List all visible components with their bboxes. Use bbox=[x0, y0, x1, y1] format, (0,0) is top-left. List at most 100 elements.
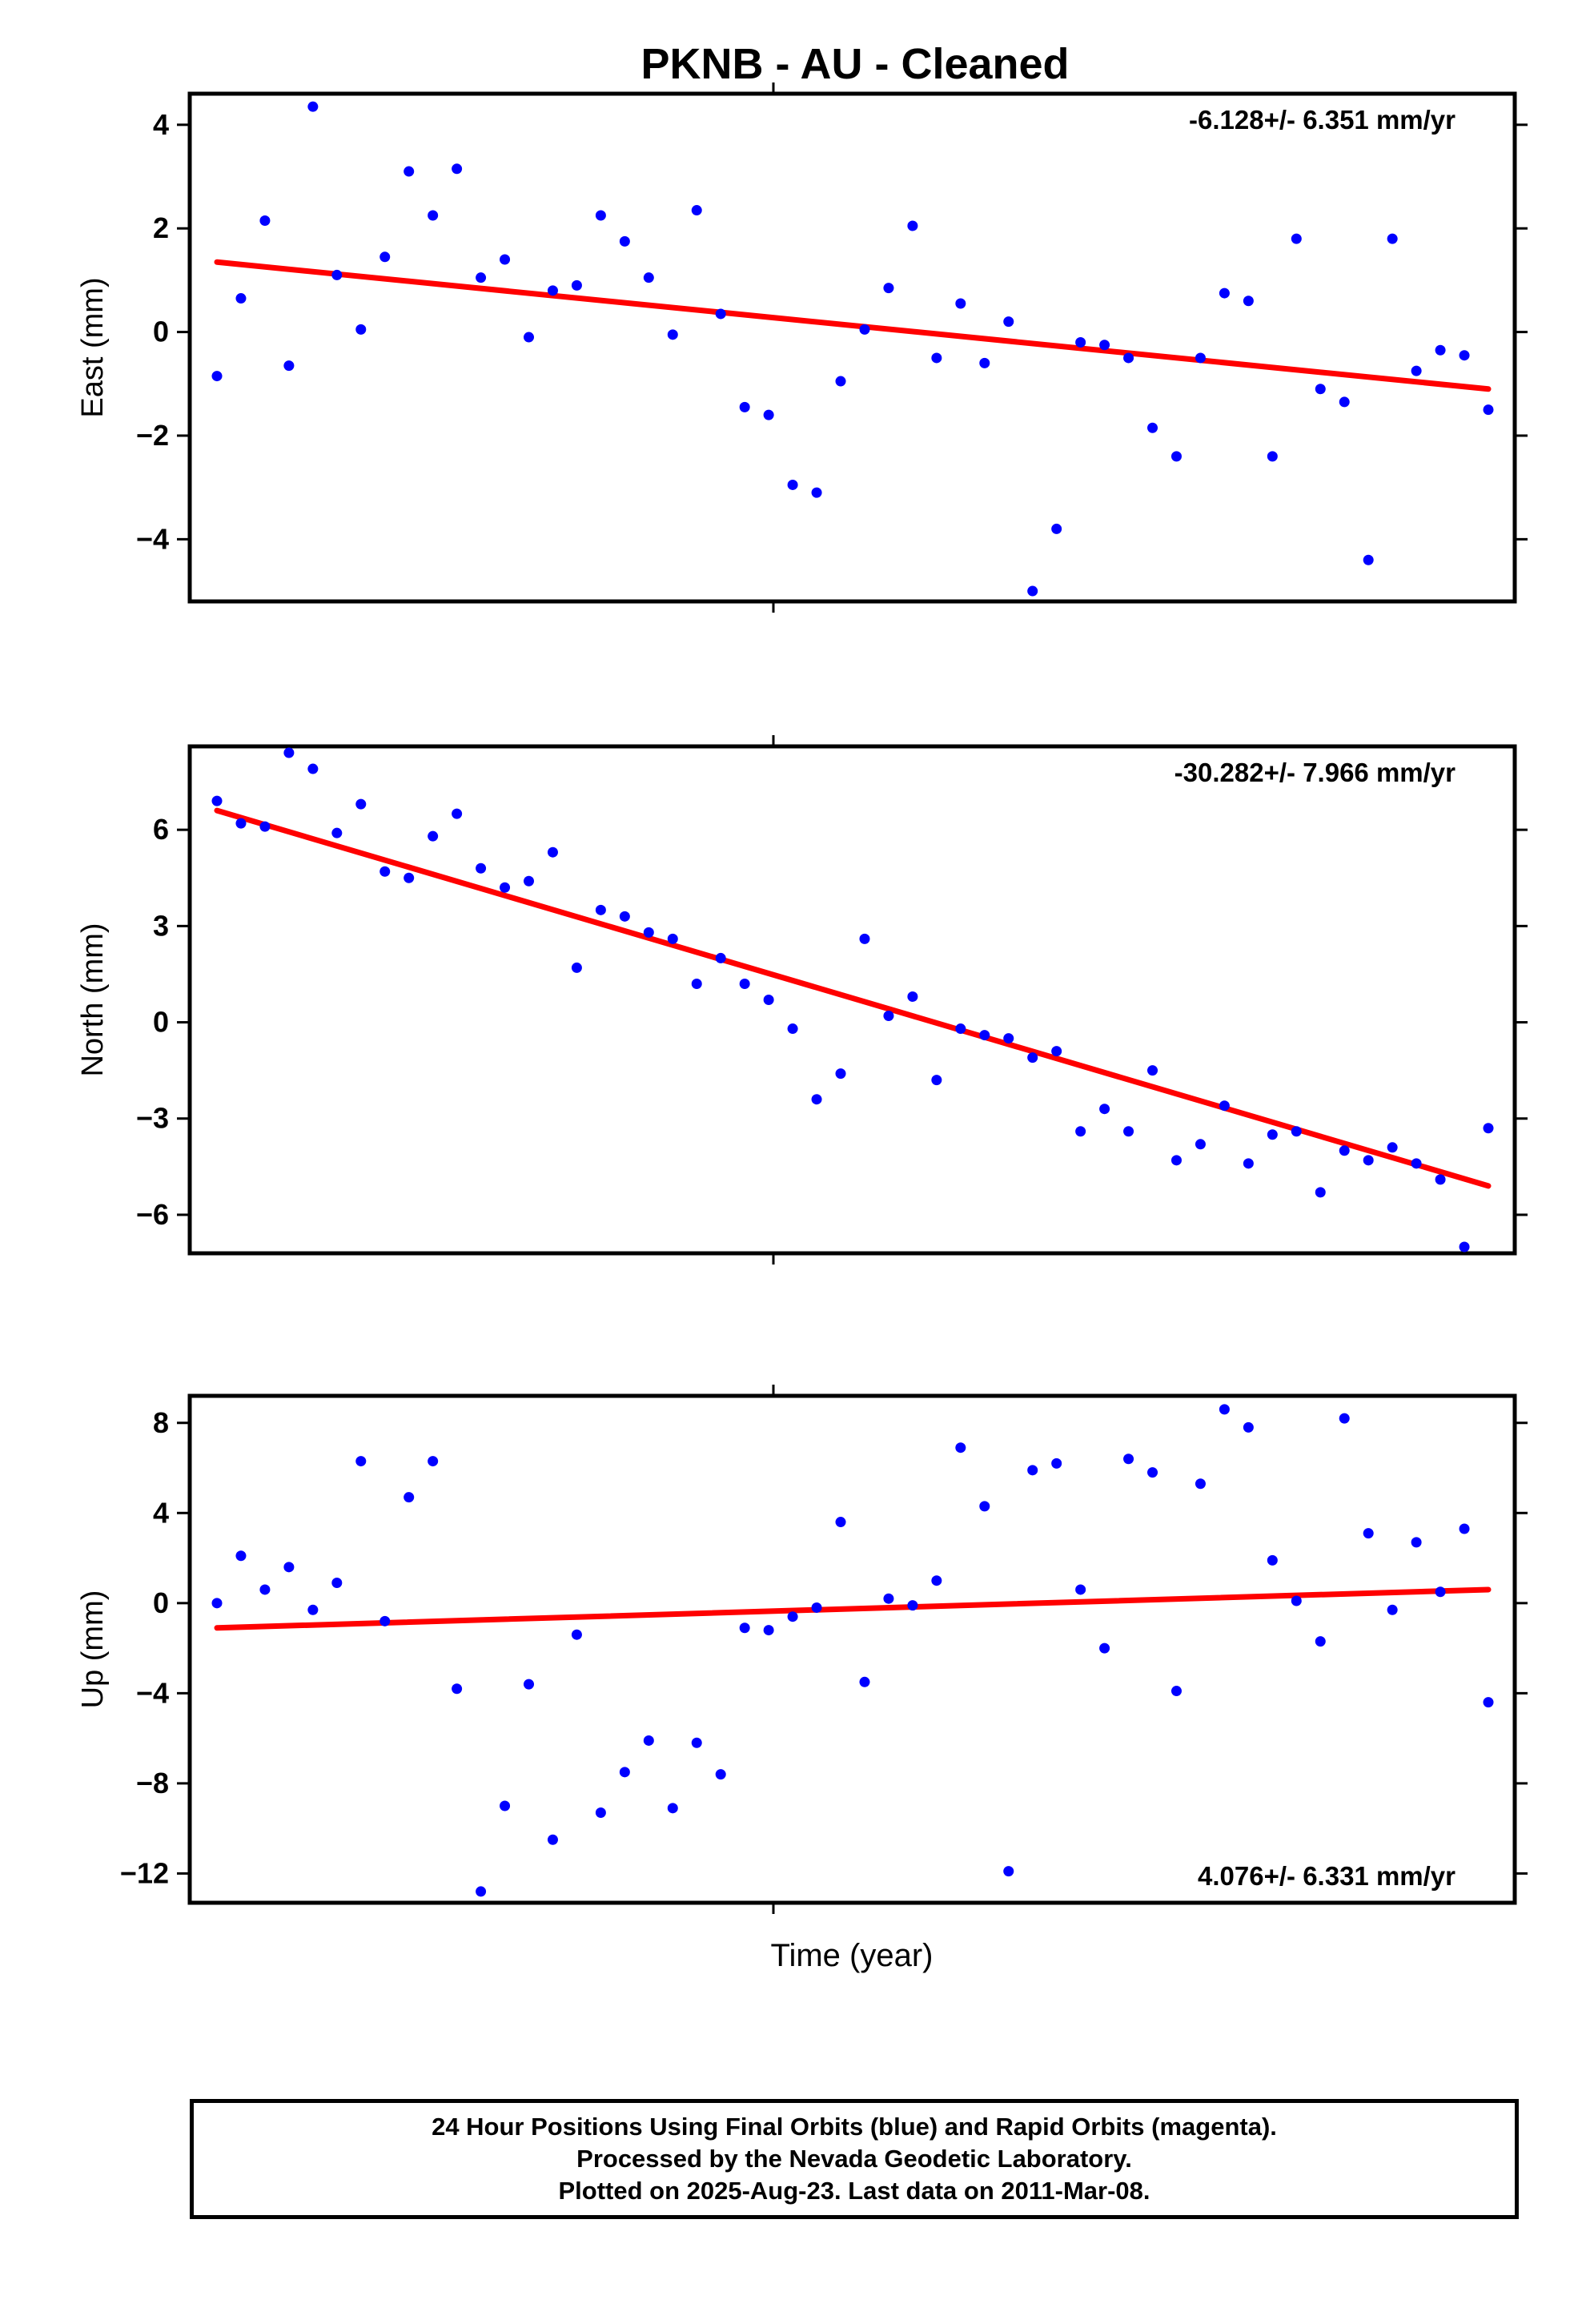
north-data-point bbox=[1267, 1129, 1278, 1140]
north-data-point bbox=[1003, 1033, 1014, 1044]
east-data-point bbox=[667, 329, 678, 340]
east-data-point bbox=[452, 163, 463, 175]
north-data-point bbox=[979, 1030, 990, 1041]
north-data-point bbox=[667, 933, 678, 944]
up-ytick-label: −8 bbox=[136, 1767, 169, 1799]
up-data-point bbox=[1195, 1478, 1206, 1490]
east-data-point bbox=[835, 376, 846, 387]
up-data-point bbox=[979, 1501, 990, 1512]
east-data-point bbox=[428, 210, 439, 221]
up-data-point bbox=[1170, 1686, 1182, 1697]
east-data-point bbox=[1147, 422, 1158, 433]
up-data-point bbox=[619, 1767, 630, 1778]
east-data-point bbox=[691, 205, 702, 216]
up-data-point bbox=[859, 1676, 870, 1687]
north-data-point bbox=[1123, 1126, 1134, 1137]
north-data-point bbox=[547, 846, 558, 858]
north-data-point bbox=[1339, 1145, 1350, 1156]
up-data-point bbox=[1387, 1604, 1398, 1615]
north-ytick-label: 3 bbox=[153, 909, 169, 942]
up-data-point bbox=[355, 1456, 367, 1467]
north-data-point bbox=[235, 818, 247, 829]
up-ytick-label: 8 bbox=[153, 1406, 169, 1439]
east-data-point bbox=[739, 401, 750, 412]
up-data-point bbox=[835, 1517, 846, 1528]
up-data-point bbox=[1099, 1642, 1110, 1654]
up-data-point bbox=[1459, 1523, 1470, 1534]
north-data-point bbox=[1027, 1052, 1038, 1063]
up-data-point bbox=[524, 1679, 535, 1690]
north-data-point bbox=[787, 1023, 798, 1035]
footer-line-processed: Processed by the Nevada Geodetic Laborat… bbox=[576, 2145, 1132, 2173]
footer-box: 24 Hour Positions Using Final Orbits (bl… bbox=[190, 2099, 1519, 2219]
east-data-point bbox=[404, 166, 415, 177]
north-data-point bbox=[500, 882, 511, 893]
up-data-point bbox=[211, 1598, 223, 1609]
north-data-point bbox=[1387, 1142, 1398, 1153]
east-data-point bbox=[331, 269, 343, 280]
east-data-point bbox=[811, 487, 822, 498]
up-ytick-label: 0 bbox=[153, 1586, 169, 1619]
north-frame bbox=[187, 744, 1517, 1256]
east-ytick-label: 2 bbox=[153, 211, 169, 244]
north-ytick-label: 0 bbox=[153, 1006, 169, 1039]
east-frame bbox=[187, 91, 1517, 604]
up-data-point bbox=[571, 1629, 582, 1640]
north-data-point bbox=[931, 1075, 942, 1086]
north-data-point bbox=[811, 1094, 822, 1105]
north-data-point bbox=[476, 862, 487, 874]
up-ytick-label: −4 bbox=[136, 1676, 169, 1709]
x-axis-label: Time (year) bbox=[771, 1938, 934, 1973]
up-data-point bbox=[1291, 1595, 1302, 1606]
up-data-point bbox=[428, 1456, 439, 1467]
up-data-point bbox=[955, 1442, 966, 1454]
north-data-point bbox=[1195, 1139, 1206, 1150]
up-data-point bbox=[1411, 1537, 1422, 1548]
east-data-point bbox=[763, 409, 774, 420]
north-data-point bbox=[379, 866, 391, 877]
north-data-point bbox=[259, 821, 271, 832]
up-data-point bbox=[1243, 1421, 1254, 1433]
east-data-point bbox=[211, 371, 223, 382]
up-data-point bbox=[1027, 1465, 1038, 1476]
east-data-point bbox=[859, 324, 870, 335]
up-data-point bbox=[907, 1600, 918, 1611]
up-data-point bbox=[1435, 1586, 1446, 1598]
east-ytick-label: 0 bbox=[153, 316, 169, 348]
up-data-point bbox=[643, 1735, 654, 1746]
up-ytick-label: 4 bbox=[153, 1496, 169, 1529]
east-data-point bbox=[1483, 404, 1494, 416]
north-data-point bbox=[1483, 1123, 1494, 1134]
chart-panels: 4 2 0 −2 −4 East (mm) -6.128+/- 6.351 mm/yr 6 3 0… bbox=[76, 82, 1528, 1973]
up-data-point bbox=[1339, 1413, 1350, 1424]
north-data-point bbox=[283, 747, 295, 758]
up-ytick-label: −12 bbox=[120, 1856, 169, 1889]
north-data-point bbox=[1435, 1174, 1446, 1185]
north-data-point bbox=[1075, 1126, 1086, 1137]
up-data-point bbox=[283, 1562, 295, 1573]
east-rate-annotation: -6.128+/- 6.351 mm/yr bbox=[1189, 105, 1456, 135]
east-data-point bbox=[1315, 384, 1326, 395]
up-data-point bbox=[259, 1584, 271, 1595]
up-frame bbox=[187, 1393, 1517, 1905]
east-data-point bbox=[1291, 233, 1302, 244]
east-data-point bbox=[379, 251, 391, 263]
up-data-point bbox=[307, 1604, 319, 1615]
east-data-point bbox=[307, 101, 319, 112]
up-data-point bbox=[811, 1602, 822, 1613]
up-data-point bbox=[476, 1886, 487, 1897]
up-data-point bbox=[1483, 1697, 1494, 1708]
north-data-point bbox=[1315, 1187, 1326, 1198]
east-data-point bbox=[1243, 296, 1254, 307]
east-data-point bbox=[1459, 350, 1470, 361]
east-data-point bbox=[1123, 352, 1134, 364]
north-rate-annotation: -30.282+/- 7.966 mm/yr bbox=[1174, 758, 1456, 787]
north-data-point bbox=[355, 798, 367, 810]
north-data-point bbox=[331, 827, 343, 838]
east-ytick-label: 4 bbox=[153, 108, 169, 141]
north-data-point bbox=[452, 808, 463, 819]
up-data-point bbox=[595, 1807, 606, 1818]
east-trend-line bbox=[214, 259, 1492, 392]
up-data-point bbox=[715, 1769, 726, 1780]
